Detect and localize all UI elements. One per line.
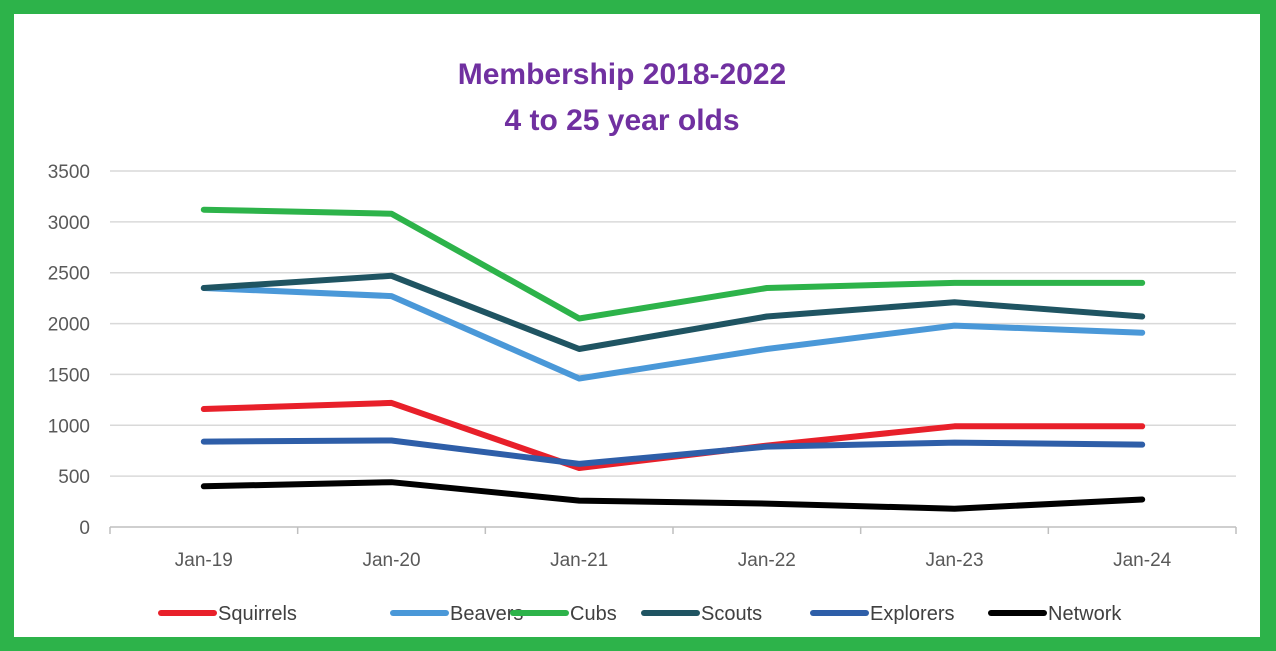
y-tick-label: 2000 <box>48 315 90 336</box>
x-tick-label: Jan-24 <box>1113 550 1172 571</box>
x-tick-label: Jan-20 <box>362 550 420 571</box>
y-axis-tick-labels: 0 500 1000 1500 2000 2500 3000 3500 <box>48 162 90 539</box>
x-tick-label: Jan-23 <box>925 550 983 571</box>
gridlines <box>110 170 1236 477</box>
legend-label-scouts: Scouts <box>701 603 762 625</box>
y-tick-label: 0 <box>79 518 90 539</box>
y-tick-label: 1000 <box>48 416 90 437</box>
series-line-network <box>200 479 1146 512</box>
line-chart: Membership 2018-2022 4 to 25 year olds 0… <box>48 58 1237 625</box>
chart-title-line-2: 4 to 25 year olds <box>504 104 739 137</box>
legend-label-network: Network <box>1048 603 1122 625</box>
y-tick-label: 500 <box>58 467 90 488</box>
x-axis: Jan-19 Jan-20 Jan-21 Jan-22 Jan-23 Jan-24 <box>109 526 1237 571</box>
x-tick-label: Jan-19 <box>175 550 233 571</box>
y-tick-label: 1500 <box>48 365 90 386</box>
legend-label-beavers: Beavers <box>450 603 523 625</box>
y-tick-label: 2500 <box>48 264 90 285</box>
y-tick-label: 3000 <box>48 213 90 234</box>
series-lines <box>200 206 1146 512</box>
legend: Squirrels Beavers Cubs Scouts Explorers Netwo… <box>158 603 1122 625</box>
series-line-cubs <box>200 206 1146 322</box>
legend-label-squirrels: Squirrels <box>218 603 297 625</box>
chart-frame: Membership 2018-2022 4 to 25 year olds 0… <box>14 14 1260 637</box>
chart-title-line-1: Membership 2018-2022 <box>458 58 787 91</box>
y-tick-label: 3500 <box>48 162 90 183</box>
series-line-scouts <box>200 272 1146 352</box>
legend-label-cubs: Cubs <box>570 603 617 625</box>
x-tick-label: Jan-22 <box>738 550 796 571</box>
series-line-beavers <box>200 285 1146 382</box>
legend-label-explorers: Explorers <box>870 603 954 625</box>
x-tick-label: Jan-21 <box>550 550 608 571</box>
series-line-explorers <box>200 437 1146 467</box>
